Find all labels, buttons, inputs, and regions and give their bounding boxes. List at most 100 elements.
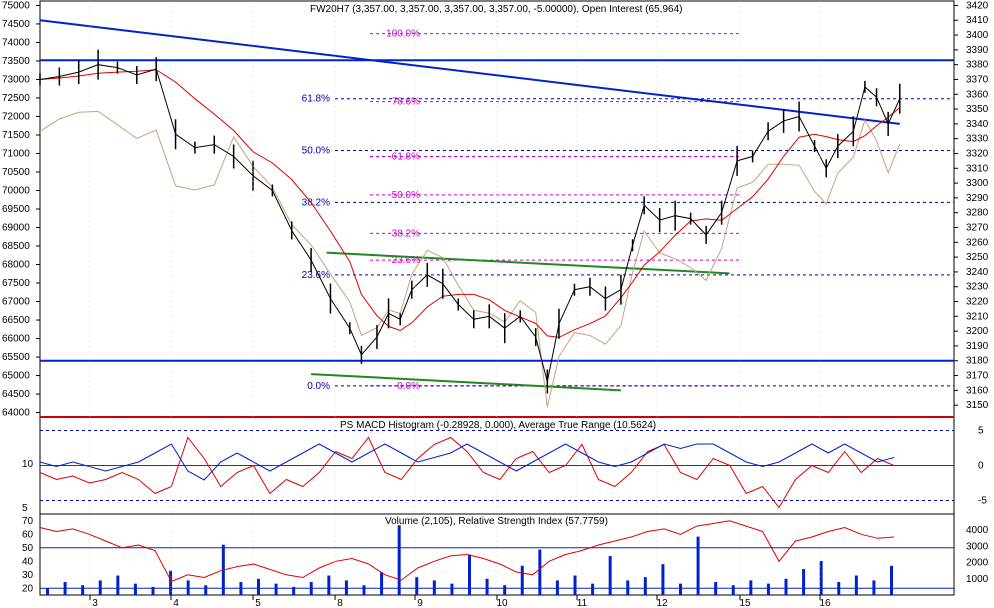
fib-left-label: 0.0%	[307, 381, 330, 392]
fib-left-label: 50.0%	[302, 146, 330, 157]
right-tick-label: 3160	[966, 385, 989, 396]
x-tick-label: 15	[739, 598, 751, 608]
volume-bar	[520, 565, 524, 595]
price-layer: 100.0% 78.6% 61.8% 50.0% 38.2% 23.6% 0.0% 61.8%…	[39, 19, 954, 418]
volume-bar	[608, 556, 612, 595]
volume-bar	[696, 536, 700, 595]
left-tick-label: 70000	[2, 185, 30, 196]
x-tick-label: 12	[656, 598, 668, 608]
right-tick-label: 3280	[966, 208, 989, 219]
volume-left-tick-label: 70	[22, 516, 34, 527]
right-tick-label: 3420	[966, 0, 989, 11]
volume-bar	[661, 564, 665, 595]
volume-bar	[819, 560, 823, 595]
volume-left-tick-label: 50	[22, 543, 34, 554]
indicator-right-tick-label: 5	[978, 426, 984, 437]
right-tick-label: 3230	[966, 282, 989, 293]
indicator-right-tick-label: 0	[978, 461, 984, 472]
volume-bar	[854, 575, 858, 595]
open-interest-line	[39, 110, 901, 408]
volume-title: Volume (2,105), Relative Strength Index …	[385, 516, 608, 527]
atr-line	[39, 443, 895, 481]
volume-left-tick-label: 30	[22, 570, 34, 581]
volume-bar	[503, 585, 507, 595]
right-tick-label: 3330	[966, 134, 989, 145]
volume-left-tick-label: 40	[22, 556, 34, 567]
x-tick-label: 3	[92, 598, 98, 608]
volume-right-tick-label: 3000	[966, 541, 989, 552]
volume-right-tick-label: 2000	[966, 558, 989, 569]
right-tick-label: 3180	[966, 356, 989, 367]
left-tick-label: 73000	[2, 74, 30, 85]
right-tick-label: 3290	[966, 193, 989, 204]
volume-bar	[116, 575, 120, 595]
volume-bar	[169, 570, 173, 595]
left-tick-label: 66000	[2, 334, 30, 345]
volume-bar	[309, 582, 313, 595]
left-tick-label: 67000	[2, 297, 30, 308]
volume-bar	[555, 580, 559, 595]
right-tick-label: 3300	[966, 178, 989, 189]
fib-right-label: 23.6%	[392, 255, 420, 266]
left-tick-label: 74000	[2, 37, 30, 48]
channel-upper-line	[326, 251, 730, 275]
macd-line	[39, 436, 895, 509]
right-tick-label: 3400	[966, 30, 989, 41]
left-tick-label: 72500	[2, 93, 30, 104]
left-tick-label: 65500	[2, 352, 30, 363]
fib-right-label: 78.6%	[392, 97, 420, 108]
right-tick-label: 3270	[966, 223, 989, 234]
volume-right-tick-label: 1000	[966, 574, 989, 585]
right-tick-label: 3170	[966, 371, 989, 382]
volume-bar	[784, 578, 788, 595]
volume-bar	[766, 583, 770, 595]
volume-bar	[837, 582, 841, 595]
volume-bar	[133, 583, 137, 595]
right-tick-label: 3200	[966, 326, 989, 337]
volume-right-tick-label: 4000	[966, 525, 989, 536]
right-tick-label: 3410	[966, 15, 989, 26]
right-tick-label: 3370	[966, 74, 989, 85]
left-tick-label: 75000	[2, 0, 30, 11]
volume-bar	[344, 580, 348, 595]
volume-bar	[591, 583, 595, 595]
left-tick-label: 68500	[2, 241, 30, 252]
price-title: FW20H7 (3,357.00, 3,357.00, 3,357.00, 3,…	[310, 4, 682, 15]
volume-bar	[327, 575, 331, 595]
left-tick-label: 70500	[2, 167, 30, 178]
left-tick-label: 72000	[2, 111, 30, 122]
left-tick-label: 64500	[2, 389, 30, 400]
indicator-left-tick-label: 10	[22, 459, 34, 470]
downtrend-line	[39, 19, 900, 125]
fib-right-label: 61.8%	[392, 151, 420, 162]
volume-bar	[98, 580, 102, 595]
left-tick-label: 71000	[2, 148, 30, 159]
volume-bar	[714, 582, 718, 595]
left-tick-label: 68000	[2, 260, 30, 271]
fib-right-label: 38.2%	[392, 228, 420, 239]
rsi-line	[39, 520, 895, 583]
channel-lower-line	[311, 373, 621, 392]
volume-bar	[802, 569, 806, 595]
right-tick-label: 3340	[966, 119, 989, 130]
volume-bar	[380, 572, 384, 595]
volume-bar	[415, 577, 419, 595]
x-tick-label: 10	[496, 598, 508, 608]
indicator-layer	[39, 430, 954, 509]
right-tick-label: 3380	[966, 60, 989, 71]
volume-bar	[151, 586, 155, 595]
volume-bar	[239, 582, 243, 595]
volume-bar	[872, 580, 876, 595]
volume-left-tick-label: 20	[22, 583, 34, 594]
volume-bar	[204, 585, 208, 595]
volume-left-tick-label: 60	[22, 529, 34, 540]
volume-bar	[538, 549, 542, 595]
right-tick-label: 3260	[966, 237, 989, 248]
fib-left-label: 23.6%	[302, 270, 330, 281]
left-tick-label: 66500	[2, 315, 30, 326]
volume-bar	[292, 586, 296, 595]
right-tick-label: 3390	[966, 45, 989, 56]
volume-bar	[362, 585, 366, 595]
fib-right-label: 100.0%	[386, 29, 420, 40]
